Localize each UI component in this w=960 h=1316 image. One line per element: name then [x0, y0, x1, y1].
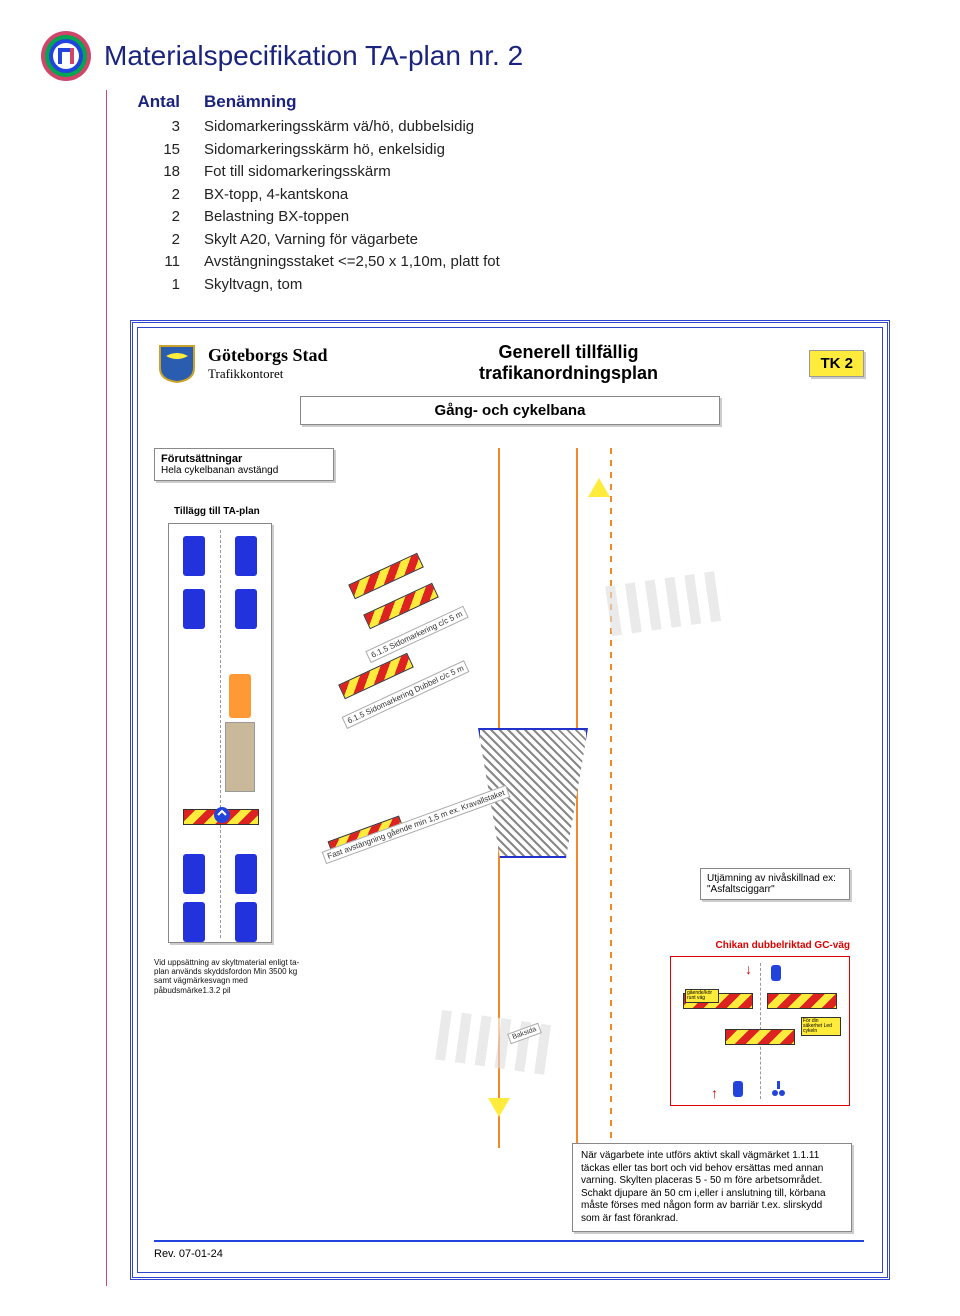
arrow-down-icon: ↓: [745, 961, 752, 977]
table-row: 3 Sidomarkeringsskärm vä/hö, dubbelsidig: [130, 116, 920, 139]
page-title: Materialspecifikation TA-plan nr. 2: [104, 40, 523, 72]
car-icon: [235, 589, 257, 629]
plan-title-l2: trafikanordningsplan: [479, 363, 658, 384]
chikan-sign2: För din säkerhet Led cykeln: [801, 1017, 841, 1036]
table-row: 1 Skyltvagn, tom: [130, 274, 920, 297]
safety-vehicle-icon: [229, 674, 251, 718]
page-header: Materialspecifikation TA-plan nr. 2: [40, 30, 920, 82]
vertical-divider: [106, 90, 107, 1286]
org-line1: Göteborgs Stad: [208, 345, 328, 366]
car-icon: [183, 902, 205, 942]
subtitle-box: Gång- och cykelbana: [300, 396, 720, 425]
lane-dashed: [610, 448, 612, 1148]
chikan-box: ↓ ↑ gående/kör runt väg För din säkerhet…: [670, 956, 850, 1106]
table-row: 15 Sidomarkeringsskärm hö, enkelsidig: [130, 139, 920, 162]
th-benamning: Benämning: [204, 92, 920, 112]
rev-divider: [154, 1240, 864, 1242]
car-icon: [183, 854, 205, 894]
chikan-label: Chikan dubbelriktad GC-väg: [716, 940, 850, 951]
table-row: 2 Belastning BX-toppen: [130, 206, 920, 229]
bottom-note: När vägarbete inte utförs aktivt skall v…: [572, 1143, 852, 1232]
rev-label: Rev. 07-01-24: [154, 1248, 223, 1260]
crest-icon: [156, 342, 198, 384]
org-line2: Trafikkontoret: [208, 366, 328, 382]
org-text: Göteborgs Stad Trafikkontoret: [208, 345, 328, 382]
tillagg-box: [168, 523, 272, 943]
cell-antal: 3: [130, 116, 180, 139]
cell-antal: 2: [130, 184, 180, 207]
cell-antal: 15: [130, 139, 180, 162]
table-header: Antal Benämning: [130, 92, 920, 112]
table-row: 2 Skylt A20, Varning för vägarbete: [130, 229, 920, 252]
forut-panel: Förutsättningar Hela cykelbanan avstängd: [154, 448, 334, 481]
cell-antal: 11: [130, 251, 180, 274]
warning-sign-icon: [588, 478, 610, 497]
car-icon: [235, 854, 257, 894]
barrier-icon: [767, 993, 837, 1009]
cyclist-icon: [771, 1079, 785, 1097]
cell-antal: 18: [130, 161, 180, 184]
cell-ben: Skylt A20, Varning för vägarbete: [204, 229, 920, 252]
vid-note: Vid uppsättning av skyltmaterial enligt …: [154, 958, 304, 995]
chikan-sign1: gående/kör runt väg: [685, 989, 719, 1003]
cell-antal: 2: [130, 206, 180, 229]
cell-antal: 2: [130, 229, 180, 252]
plan-title-l1: Generell tillfällig: [479, 342, 658, 363]
cell-ben: Sidomarkeringsskärm vä/hö, dubbelsidig: [204, 116, 920, 139]
tillagg-label: Tillägg till TA-plan: [174, 506, 260, 517]
cell-ben: Sidomarkeringsskärm hö, enkelsidig: [204, 139, 920, 162]
table-row: 11 Avstängningsstaket <=2,50 x 1,10m, pl…: [130, 251, 920, 274]
diagram-inner: Göteborgs Stad Trafikkontoret Generell t…: [137, 327, 883, 1273]
cell-ben: Belastning BX-toppen: [204, 206, 920, 229]
cell-antal: 1: [130, 274, 180, 297]
logo-icon: [40, 30, 92, 82]
car-icon: [183, 536, 205, 576]
org-group: Göteborgs Stad Trafikkontoret: [156, 342, 328, 384]
car-icon: [183, 589, 205, 629]
cell-ben: Skyltvagn, tom: [204, 274, 920, 297]
table-row: 2 BX-topp, 4-kantskona: [130, 184, 920, 207]
plan-title: Generell tillfällig trafikanordningsplan: [479, 342, 658, 384]
th-antal: Antal: [130, 92, 180, 112]
lane-divider: [220, 530, 221, 938]
diagram-frame: Göteborgs Stad Trafikkontoret Generell t…: [130, 320, 890, 1280]
table-row: 18 Fot till sidomarkeringsskärm: [130, 161, 920, 184]
crosswalk-icon: [605, 570, 731, 636]
cell-ben: Fot till sidomarkeringsskärm: [204, 161, 920, 184]
cell-ben: BX-topp, 4-kantskona: [204, 184, 920, 207]
content: Antal Benämning 3 Sidomarkeringsskärm vä…: [130, 92, 920, 1280]
mandatory-sign-icon: [213, 806, 231, 824]
warning-sign-icon: [488, 1098, 510, 1117]
car-icon: [235, 536, 257, 576]
truck-icon: [225, 722, 255, 792]
utj-panel: Utjämning av nivåskillnad ex: "Asfaltsci…: [700, 868, 850, 900]
pedestrian-icon: [733, 1081, 743, 1097]
cell-ben: Avstängningsstaket <=2,50 x 1,10m, platt…: [204, 251, 920, 274]
diagram-header: Göteborgs Stad Trafikkontoret Generell t…: [156, 342, 864, 384]
arrow-up-icon: ↑: [711, 1085, 718, 1101]
forut-text: Hela cykelbanan avstängd: [161, 465, 327, 476]
tk-badge: TK 2: [809, 350, 864, 377]
barrier-icon: [725, 1029, 795, 1045]
car-icon: [235, 902, 257, 942]
pedestrian-icon: [771, 965, 781, 981]
forut-title: Förutsättningar: [161, 453, 327, 465]
